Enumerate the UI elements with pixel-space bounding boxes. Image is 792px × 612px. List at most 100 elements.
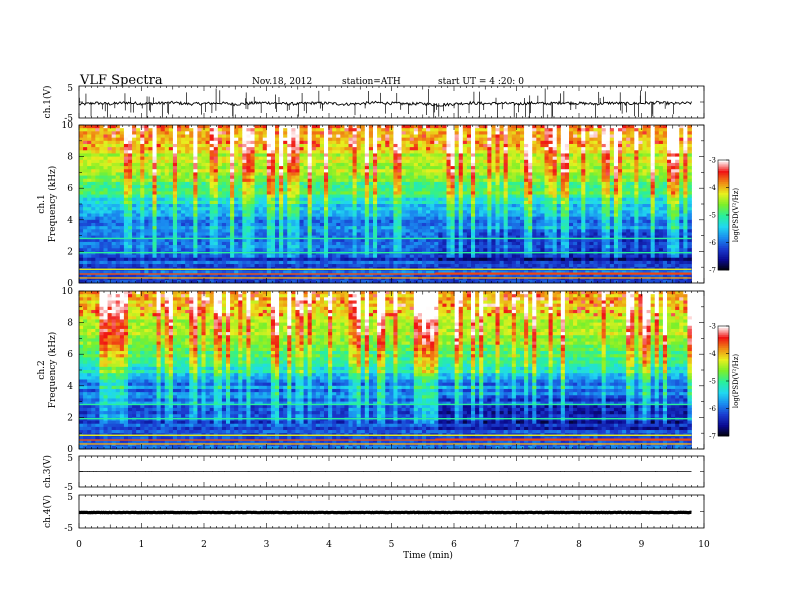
spectrogram-cell (115, 159, 121, 164)
spectrogram-cell (413, 257, 419, 262)
spectrogram-cell (209, 125, 215, 129)
spectrogram-cell (287, 131, 292, 135)
spectrogram-cell (144, 260, 149, 265)
spectrogram-cell (438, 128, 443, 132)
spectrogram-cell (295, 245, 300, 249)
spectrogram-cell (250, 191, 255, 195)
spectrogram-cell (389, 216, 394, 221)
spectrogram-cell (136, 188, 141, 192)
spectrogram-cell (140, 159, 145, 164)
spectrogram-cell (226, 257, 231, 262)
spectrogram-cell (128, 197, 133, 202)
spectrogram-cell (417, 166, 423, 170)
spectrogram-cell (152, 241, 157, 246)
spectrogram-cell (417, 210, 423, 214)
spectrogram-cell (132, 204, 137, 208)
spectrogram-cell (405, 162, 411, 167)
spectrogram-cell (209, 143, 215, 148)
spectrogram-cell (311, 185, 317, 189)
spectrogram-cell (291, 166, 296, 170)
spectrogram-cell (270, 235, 276, 240)
spectrogram-cell (336, 238, 341, 243)
spectrogram-cell (299, 257, 304, 262)
spectrogram-cell (140, 181, 145, 186)
spectrogram-cell (250, 169, 255, 173)
spectrogram-cell (234, 241, 239, 246)
spectrogram-cell (389, 197, 394, 202)
spectrogram-cell (340, 143, 345, 148)
spectrogram-cell (177, 264, 182, 268)
spectrogram-cell (213, 166, 219, 170)
spectrogram-cell (152, 131, 157, 135)
spectrogram-cell (209, 257, 215, 262)
spectrogram-cell (226, 270, 231, 274)
spectrogram-cell (148, 219, 153, 224)
spectrogram-cell (332, 175, 337, 180)
spectrogram-cell (172, 204, 178, 208)
spectrogram-cell (287, 264, 292, 268)
spectrogram-cell (377, 264, 382, 268)
spectrogram-cell (177, 185, 182, 189)
spectrogram-cell (209, 270, 215, 274)
spectrogram-cell (360, 185, 366, 189)
spectrogram-cell (209, 181, 215, 186)
spectrogram-cell (364, 279, 370, 284)
spectrogram-cell (311, 219, 317, 224)
spectrogram-cell (389, 131, 394, 135)
spectrogram-cell (287, 178, 292, 183)
spectrogram-cell (209, 245, 215, 249)
spectrogram-cell (458, 185, 464, 189)
spectrogram-cell (344, 241, 349, 246)
spectrogram-cell (217, 137, 223, 142)
spectrogram-cell (352, 254, 358, 259)
spectrogram-cell (107, 147, 113, 151)
spectrogram-cell (168, 229, 174, 233)
spectrogram-cell (254, 257, 260, 262)
spectrogram-cell (393, 178, 398, 183)
spectrogram-cell (442, 156, 447, 161)
spectrogram-cell (258, 197, 264, 202)
spectrogram-cell (295, 150, 300, 154)
spectrogram-cell (434, 238, 439, 243)
spectrogram-cell (160, 169, 166, 173)
spectrogram-cell (426, 254, 431, 259)
spectrogram-cell (426, 197, 431, 202)
spectrogram-cell (397, 210, 402, 214)
spectrogram-cell (79, 204, 84, 208)
spectrogram-cell (148, 159, 153, 164)
spectrogram-cell (266, 166, 272, 170)
spectrogram-cell (136, 131, 141, 135)
spectrogram-cell (177, 147, 182, 151)
spectrogram-cell (95, 178, 100, 183)
spectrogram-cell (344, 260, 349, 265)
spectrogram-cell (128, 153, 133, 157)
spectrogram-cell (291, 238, 296, 243)
spectrogram-cell (324, 194, 329, 199)
spectrogram-cell (364, 273, 370, 278)
spectrogram-cell (164, 162, 170, 167)
spectrogram-cell (377, 156, 382, 161)
spectrogram-cell (132, 226, 137, 230)
spectrogram-cell (417, 156, 423, 161)
spectrogram-cell (356, 273, 362, 278)
spectrogram-cell (189, 235, 194, 240)
spectrogram-cell (136, 181, 141, 186)
spectrogram-cell (164, 210, 170, 214)
spectrogram-cell (340, 235, 345, 240)
spectrogram-cell (438, 131, 443, 135)
spectrogram-cell (168, 241, 174, 246)
spectrogram-cell (409, 207, 415, 211)
spectrogram-cell (307, 229, 313, 233)
spectrogram-cell (438, 169, 443, 173)
spectrogram-cell (79, 166, 84, 170)
spectrogram-cell (409, 260, 415, 265)
spectrogram-cell (450, 162, 456, 167)
spectrogram-cell (315, 197, 321, 202)
spectrogram-cell (315, 162, 321, 167)
spectrogram-cell (83, 162, 88, 167)
spectrogram-cell (454, 128, 460, 132)
spectrogram-cell (295, 188, 300, 192)
spectrogram-cell (136, 194, 141, 199)
spectrogram-cell (103, 207, 108, 211)
spectrogram-cell (442, 219, 447, 224)
